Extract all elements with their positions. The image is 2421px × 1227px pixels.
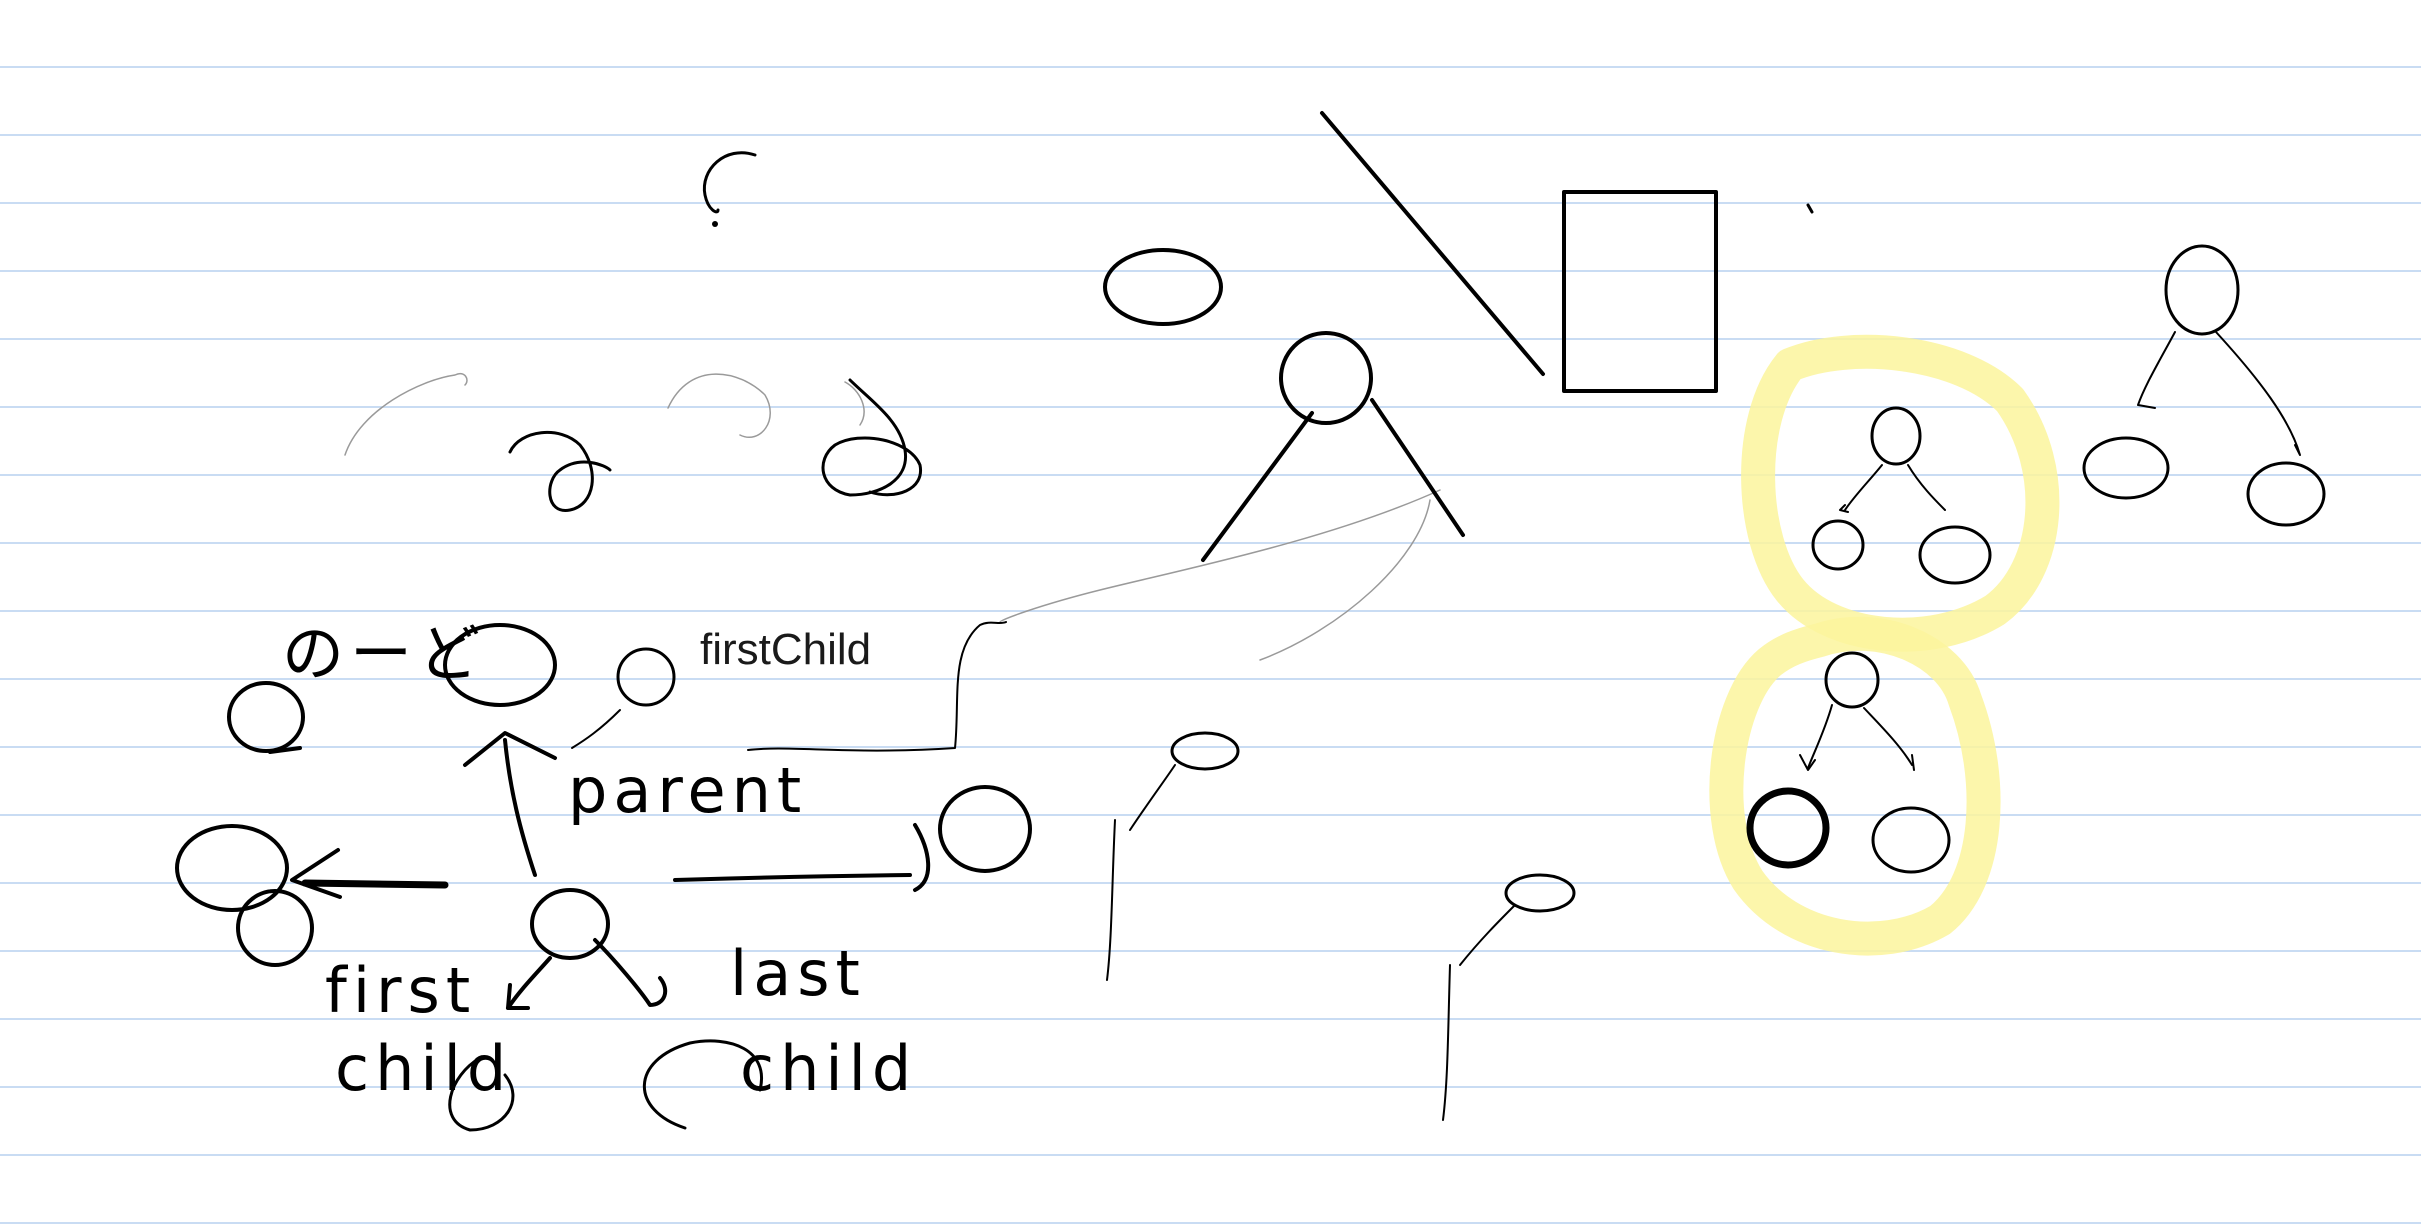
handwriting-node-label: のーど — [282, 617, 486, 690]
center-node — [506, 888, 668, 1010]
ellipse-top — [1103, 248, 1223, 326]
highlight-upper-tree — [1741, 334, 2060, 652]
first-child-node — [448, 1056, 515, 1132]
pen-stroke-left — [1106, 731, 1240, 981]
handwriting-first-line1: first — [325, 954, 476, 1027]
scribble-loops — [508, 378, 922, 512]
tree-lower-right — [1746, 651, 1951, 874]
handwriting-labels: のーど parent first child last child — [282, 617, 917, 1105]
tree-node-root — [1201, 331, 1465, 562]
handwriting-parent: parent — [568, 754, 807, 827]
up-arrow — [463, 731, 557, 877]
node-label-circle — [443, 623, 557, 707]
highlight-lower-tree — [1709, 616, 2001, 956]
left-arrow-to-siblings — [175, 824, 449, 967]
handwriting-last-line1: last — [730, 937, 866, 1010]
handwriting-first-line2: child — [335, 1032, 512, 1105]
dot-mark — [1806, 203, 1814, 214]
last-child-node — [642, 1039, 763, 1130]
rectangle-shape — [1562, 190, 1718, 393]
tree-far-right — [2082, 244, 2326, 527]
right-arrow-to-node — [673, 785, 1032, 892]
pen-stroke-right — [1442, 873, 1576, 1121]
typed-text-firstchild[interactable]: firstChild — [700, 625, 872, 674]
faint-scribbles — [344, 373, 1441, 752]
diagonal-slash — [1320, 111, 1545, 376]
node-small-top — [571, 647, 676, 749]
question-mark-ink — [702, 151, 757, 227]
handwriting-last-line2: child — [740, 1032, 917, 1105]
tree-upper-right — [1811, 406, 1992, 585]
node-left-top — [227, 681, 305, 754]
